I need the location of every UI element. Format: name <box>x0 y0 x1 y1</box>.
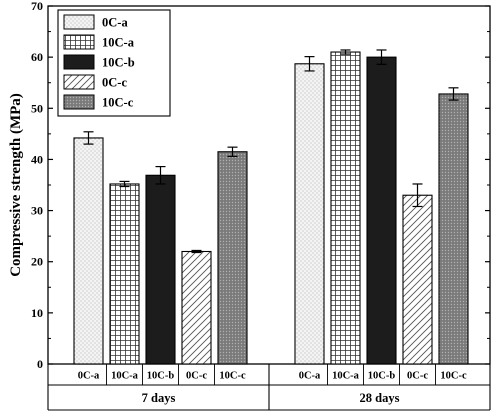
category-label: 0C-a <box>78 371 100 382</box>
category-label: 10C-c <box>219 371 246 382</box>
bar <box>217 151 248 365</box>
legend-swatch <box>63 74 95 90</box>
bar <box>109 183 140 365</box>
group-label: 7 days <box>142 391 176 405</box>
bar <box>181 250 212 365</box>
category-label: 0C-c <box>186 371 207 382</box>
bar <box>366 56 397 365</box>
category-label: 10C-a <box>111 371 139 382</box>
y-tick-label: 30 <box>31 204 43 218</box>
legend-label: 0C-c <box>102 76 127 90</box>
bar <box>145 174 176 365</box>
group-label: 28 days <box>360 391 400 405</box>
legend-label: 0C-a <box>102 16 128 30</box>
category-label: 10C-c <box>440 371 467 382</box>
bar <box>438 93 469 365</box>
legend-swatch <box>63 54 95 70</box>
category-label: 0C-a <box>299 371 321 382</box>
legend-label: 10C-c <box>102 96 134 110</box>
bar <box>330 51 361 365</box>
y-tick-label: 20 <box>31 255 43 269</box>
y-tick-label: 10 <box>31 306 43 320</box>
y-tick-label: 50 <box>31 101 43 115</box>
bars-layer <box>73 49 469 365</box>
legend: 0C-a 10C-a 10C-b 0C-c 10C-c <box>57 9 171 117</box>
category-label: 0C-c <box>407 371 428 382</box>
y-tick-label: 0 <box>37 357 43 371</box>
bar <box>402 194 433 365</box>
y-axis-label: Compressive strength (MPa) <box>8 93 24 277</box>
legend-label: 10C-a <box>102 36 135 50</box>
category-label: 10C-b <box>368 371 396 382</box>
axes-layer: 0 10 20 30 40 50 60 70 Compressive strength (MPa… <box>8 0 491 411</box>
bar <box>73 137 104 365</box>
category-label: 10C-b <box>147 371 175 382</box>
y-tick-label: 40 <box>31 152 43 166</box>
y-tick-label: 70 <box>31 0 43 13</box>
y-tick-label: 60 <box>31 50 43 64</box>
legend-swatch <box>63 94 95 110</box>
legend-label: 10C-b <box>102 56 135 70</box>
legend-swatch <box>63 14 95 30</box>
legend-swatch <box>63 34 95 50</box>
bar <box>294 63 325 365</box>
category-label: 10C-a <box>332 371 360 382</box>
